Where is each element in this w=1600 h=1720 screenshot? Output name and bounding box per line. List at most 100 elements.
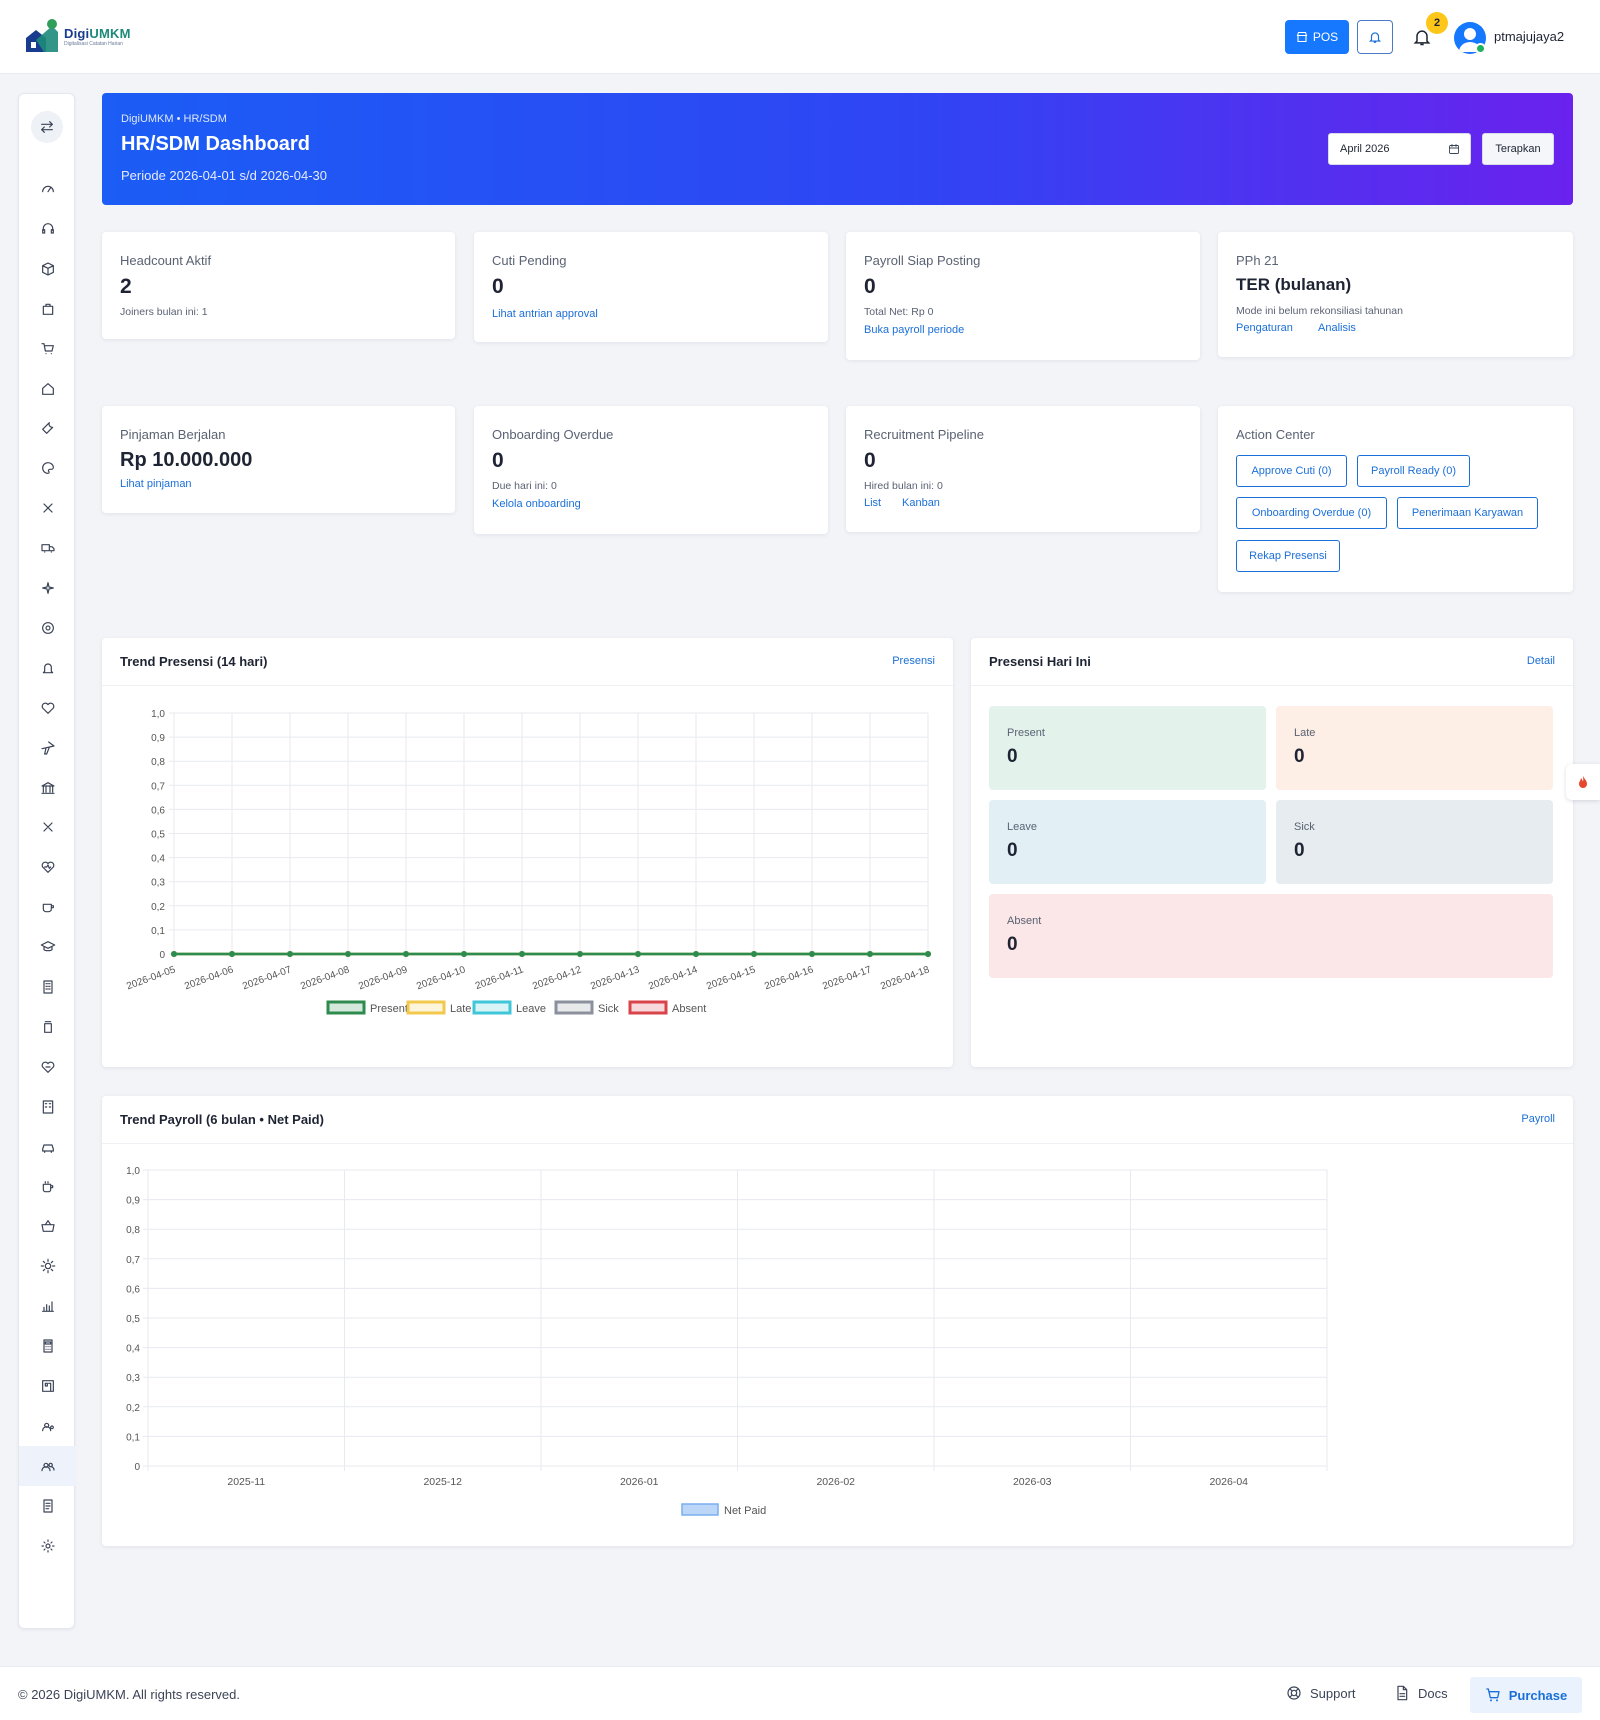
- sidebar-item-heart-shield[interactable]: [19, 1047, 76, 1087]
- attendance-recap-button[interactable]: Rekap Presensi: [1236, 540, 1340, 572]
- onboarding-overdue-button[interactable]: Onboarding Overdue (0): [1236, 497, 1387, 529]
- x-tick-label: 2026-04: [1209, 1476, 1248, 1488]
- sidebar-item-coffee[interactable]: [19, 887, 76, 927]
- sidebar-item-chart[interactable]: [19, 1286, 76, 1326]
- sidebar-item-settings[interactable]: [19, 1526, 76, 1566]
- payroll-label: Payroll Siap Posting: [864, 253, 981, 268]
- late-tile[interactable]: Late 0: [1276, 706, 1553, 790]
- payroll-link[interactable]: Payroll: [1521, 1113, 1555, 1125]
- loan-card: Pinjaman Berjalan Rp 10.000.000 Lihat pi…: [102, 406, 455, 513]
- sidebar-item-plane[interactable]: [19, 728, 76, 768]
- x-tick-label: 2026-03: [1013, 1476, 1052, 1488]
- sidebar-item-car[interactable]: [19, 1127, 76, 1167]
- detail-link[interactable]: Detail: [1526, 655, 1555, 667]
- sidebar-item-scissors[interactable]: [19, 488, 76, 528]
- y-tick-label: 0,2: [151, 902, 165, 913]
- approval-queue-link[interactable]: Lihat antrian approval: [492, 308, 598, 320]
- fire-tab[interactable]: [1566, 764, 1600, 800]
- view-loans-link[interactable]: Lihat pinjaman: [120, 478, 192, 490]
- month-picker[interactable]: April 2026: [1328, 133, 1471, 165]
- sidebar-item-wrench[interactable]: [19, 408, 76, 448]
- absent-tile[interactable]: Absent 0: [989, 894, 1553, 978]
- bell-icon: [42, 663, 53, 674]
- list-link[interactable]: List: [864, 497, 882, 509]
- approve-cuti-button[interactable]: Approve Cuti (0): [1236, 455, 1347, 487]
- manage-onboarding-link[interactable]: Kelola onboarding: [492, 498, 581, 510]
- sidebar-item-truck[interactable]: [19, 528, 76, 568]
- sidebar-item-gear[interactable]: [19, 1246, 76, 1286]
- pph21-label: PPh 21: [1236, 253, 1279, 268]
- sidebar-item-bag[interactable]: [19, 289, 76, 329]
- legend-label-leave: Leave: [516, 1003, 546, 1015]
- footer: © 2026 DigiUMKM. All rights reserved. Su…: [0, 1666, 1600, 1720]
- action-center-label: Action Center: [1236, 427, 1315, 442]
- notifications-button[interactable]: [1409, 24, 1435, 50]
- sick-tile[interactable]: Sick 0: [1276, 800, 1553, 884]
- pos-button[interactable]: POS: [1285, 20, 1349, 54]
- employee-intake-button[interactable]: Penerimaan Karyawan: [1397, 497, 1538, 529]
- logo[interactable]: DigiUMKM Digitalisasi Catatan Harian: [22, 16, 131, 56]
- pph21-note: Mode ini belum rekonsiliasi tahunan: [1236, 305, 1403, 317]
- bell-button[interactable]: [1357, 20, 1393, 54]
- sidebar-item-report[interactable]: [19, 1486, 76, 1526]
- legend-label-net-paid: Net Paid: [724, 1505, 766, 1517]
- sidebar-item-calculator[interactable]: [19, 1326, 76, 1366]
- sidebar-item-building[interactable]: [19, 967, 76, 1007]
- sidebar-item-basket[interactable]: [19, 1206, 76, 1246]
- purchase-button[interactable]: Purchase: [1470, 1677, 1582, 1713]
- sidebar-item-box[interactable]: [19, 249, 76, 289]
- username[interactable]: ptmajujaya2: [1494, 29, 1565, 44]
- headset-icon: [41, 223, 54, 234]
- leave-tile[interactable]: Leave 0: [989, 800, 1266, 884]
- swap-icon: [41, 121, 53, 133]
- sidebar-item-cup[interactable]: [19, 1167, 76, 1207]
- present-tile[interactable]: Present 0: [989, 706, 1266, 790]
- payroll-value: 0: [864, 275, 876, 298]
- store-icon: [41, 1380, 54, 1392]
- sidebar-item-scissors[interactable]: [19, 807, 76, 847]
- sidebar-item-heart-pulse[interactable]: [19, 847, 76, 887]
- joiners-text: Joiners bulan ini: 1: [120, 306, 208, 318]
- sidebar-item-target[interactable]: [19, 608, 76, 648]
- notification-badge: 2: [1426, 12, 1448, 34]
- bell-icon: [1368, 32, 1382, 43]
- kanban-link[interactable]: Kanban: [902, 497, 940, 509]
- payroll-ready-button[interactable]: Payroll Ready (0): [1357, 455, 1470, 487]
- pph21-card: PPh 21 TER (bulanan) Mode ini belum reko…: [1218, 232, 1573, 357]
- settings-link[interactable]: Pengaturan: [1236, 322, 1293, 334]
- sidebar-item-bell[interactable]: [19, 648, 76, 688]
- apply-button[interactable]: Terapkan: [1482, 133, 1554, 165]
- sidebar-item-palette[interactable]: [19, 448, 76, 488]
- support-link[interactable]: Support: [1286, 1685, 1356, 1701]
- y-tick-label: 0,3: [126, 1373, 140, 1384]
- sidebar-item-jar[interactable]: [19, 1007, 76, 1047]
- sidebar-item-user-gear[interactable]: [19, 1406, 76, 1446]
- report-icon: [42, 1499, 53, 1513]
- sidebar-toggle[interactable]: [31, 111, 63, 143]
- sidebar-item-cart[interactable]: [19, 329, 76, 369]
- sidebar-item-users[interactable]: [19, 1445, 76, 1486]
- sidebar-item-store[interactable]: [19, 1366, 76, 1406]
- attendance-link[interactable]: Presensi: [892, 655, 935, 667]
- analysis-link[interactable]: Analisis: [1318, 322, 1356, 334]
- sidebar-item-sparkle[interactable]: [19, 568, 76, 608]
- sidebar-item-office[interactable]: [19, 1087, 76, 1127]
- data-point-present: [635, 951, 641, 957]
- open-payroll-link[interactable]: Buka payroll periode: [864, 324, 965, 336]
- y-tick-label: 0,6: [151, 805, 165, 816]
- sidebar-item-graduation[interactable]: [19, 927, 76, 967]
- coffee-icon: [42, 903, 54, 913]
- sidebar-item-home[interactable]: [19, 369, 76, 409]
- x-tick-label: 2026-04-16: [763, 964, 815, 992]
- sidebar-item-heart[interactable]: [19, 688, 76, 728]
- sidebar-item-bank[interactable]: [19, 768, 76, 808]
- docs-link[interactable]: Docs: [1394, 1685, 1448, 1701]
- scissors-icon: [42, 822, 53, 832]
- page-title: HR/SDM Dashboard: [121, 133, 310, 155]
- x-tick-label: 2025-12: [423, 1476, 462, 1488]
- sidebar-item-gauge[interactable]: [19, 169, 76, 209]
- avatar[interactable]: [1454, 22, 1486, 54]
- sidebar-item-headset[interactable]: [19, 209, 76, 249]
- document-icon: [1397, 1685, 1408, 1701]
- y-tick-label: 0,5: [126, 1314, 140, 1325]
